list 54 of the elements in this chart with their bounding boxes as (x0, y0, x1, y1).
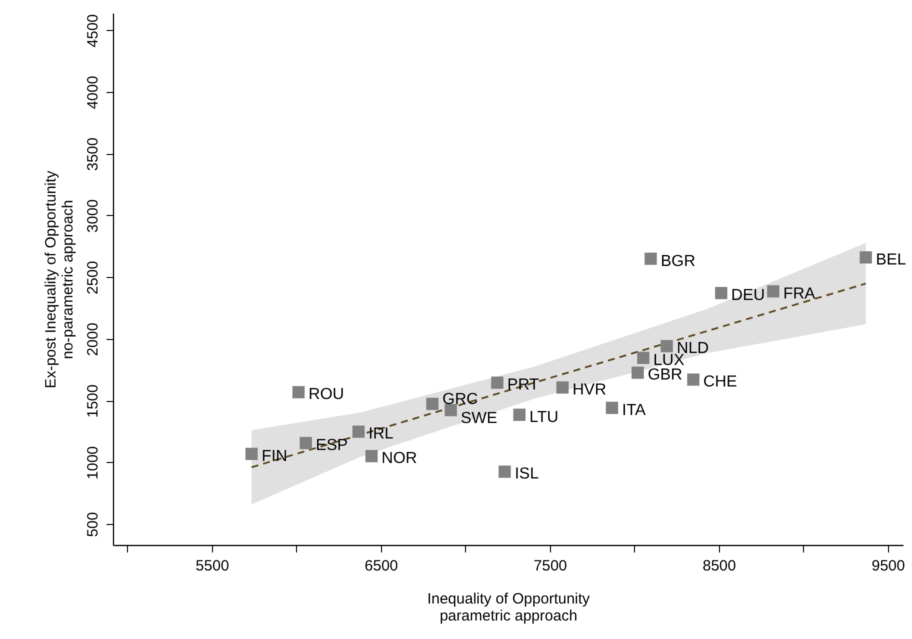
point (606, 402, 618, 414)
x-tick-label: 5500 (196, 558, 230, 574)
y-tick-label: 3000 (84, 199, 102, 233)
x-tick-label: 6500 (364, 558, 398, 574)
annotation: GRC (442, 390, 478, 408)
point (352, 426, 365, 438)
point (513, 408, 526, 421)
point (644, 252, 657, 265)
x-axis-title: Inequality of Opportunity parametric approach (427, 590, 590, 624)
point (444, 404, 457, 416)
annotation: SWE (460, 410, 498, 428)
y-tick-label: 1000 (84, 446, 102, 480)
point (556, 381, 569, 394)
annotation: LTU (529, 408, 558, 426)
point (292, 386, 305, 398)
y-tick-label: 3500 (84, 138, 102, 171)
annotation: FRA (783, 285, 816, 302)
point (767, 285, 780, 298)
annotation: CHE (703, 374, 738, 391)
annotation: FIN (262, 448, 288, 465)
point (715, 286, 728, 300)
point (660, 340, 673, 352)
x-tick-label: 8500 (702, 558, 736, 574)
x-tick-label: 9500 (872, 558, 905, 574)
y-tick-label: 1500 (84, 384, 102, 418)
annotation: BGR (660, 252, 696, 270)
y-axis-title: Ex-post Inequality of Opportunity no-parametric approach (42, 170, 76, 388)
y-tick-label: 2500 (84, 260, 102, 294)
point (491, 376, 504, 389)
annotation: NOR (382, 450, 418, 468)
annotation: BEL (876, 251, 906, 268)
point (426, 398, 439, 410)
y-tick-label: 500 (84, 512, 102, 538)
point (687, 373, 700, 386)
annotation: ESP (316, 437, 348, 454)
x-tick-label: 7500 (534, 558, 568, 574)
annotation: IRL (368, 426, 394, 443)
annotation: ROU (308, 386, 344, 404)
point (498, 466, 511, 478)
annotation: HVR (572, 382, 606, 398)
y-tick-label: 4000 (84, 76, 102, 110)
y-tick-label: 4500 (84, 14, 102, 48)
point (300, 436, 312, 450)
point (365, 450, 378, 462)
line-series (250, 282, 867, 468)
point (637, 352, 650, 364)
annotation: ITA (622, 402, 646, 419)
point (245, 448, 258, 460)
annotation: DEU (731, 287, 765, 304)
annotation: ISL (514, 466, 539, 483)
y-tick-label: 2000 (84, 322, 102, 356)
point (860, 251, 872, 264)
point (632, 366, 644, 379)
annotation: GBR (648, 366, 682, 384)
